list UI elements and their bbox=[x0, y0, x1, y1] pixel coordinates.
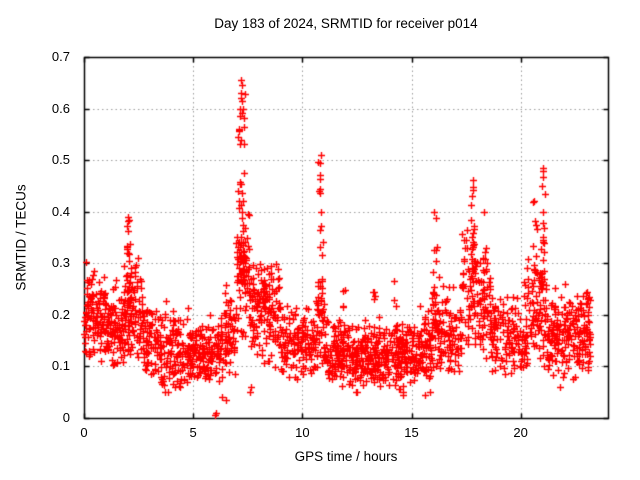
x-tick-label: 15 bbox=[404, 425, 419, 440]
x-tick-label: 10 bbox=[295, 425, 310, 440]
x-tick-label: 20 bbox=[513, 425, 528, 440]
y-tick-label: 0.5 bbox=[51, 152, 70, 168]
y-tick-label: 0.7 bbox=[51, 49, 70, 64]
chart-title: Day 183 of 2024, SRMTID for receiver p01… bbox=[214, 16, 478, 31]
y-axis-label: SRMTID / TECUs bbox=[13, 184, 29, 291]
y-tick-label: 0.6 bbox=[51, 100, 70, 116]
y-tick-label: 0.3 bbox=[51, 255, 70, 271]
y-tick-label: 0 bbox=[62, 410, 70, 425]
x-tick-label: 5 bbox=[189, 425, 197, 440]
x-axis-label: GPS time / hours bbox=[294, 449, 398, 464]
y-tick-label: 0.1 bbox=[51, 358, 70, 374]
y-tick-label: 0.4 bbox=[51, 203, 70, 219]
y-tick-label: 0.2 bbox=[51, 306, 70, 322]
x-tick-label: 0 bbox=[80, 425, 88, 440]
